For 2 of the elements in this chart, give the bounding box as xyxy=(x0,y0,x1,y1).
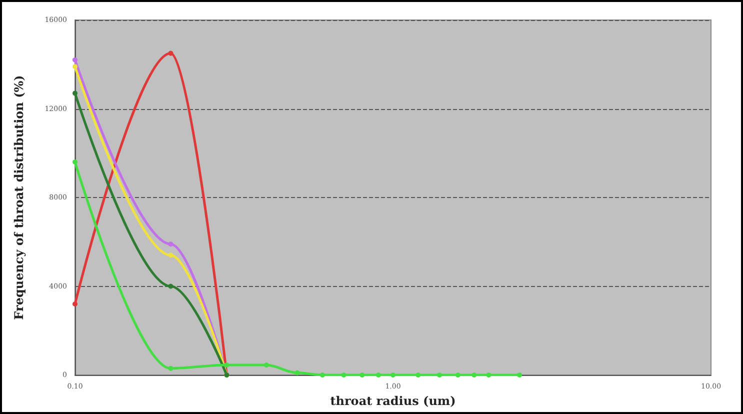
x-axis-title: throat radius (um) xyxy=(330,394,456,408)
y-axis-title: Frequency of throat distribution (%) xyxy=(12,75,26,320)
